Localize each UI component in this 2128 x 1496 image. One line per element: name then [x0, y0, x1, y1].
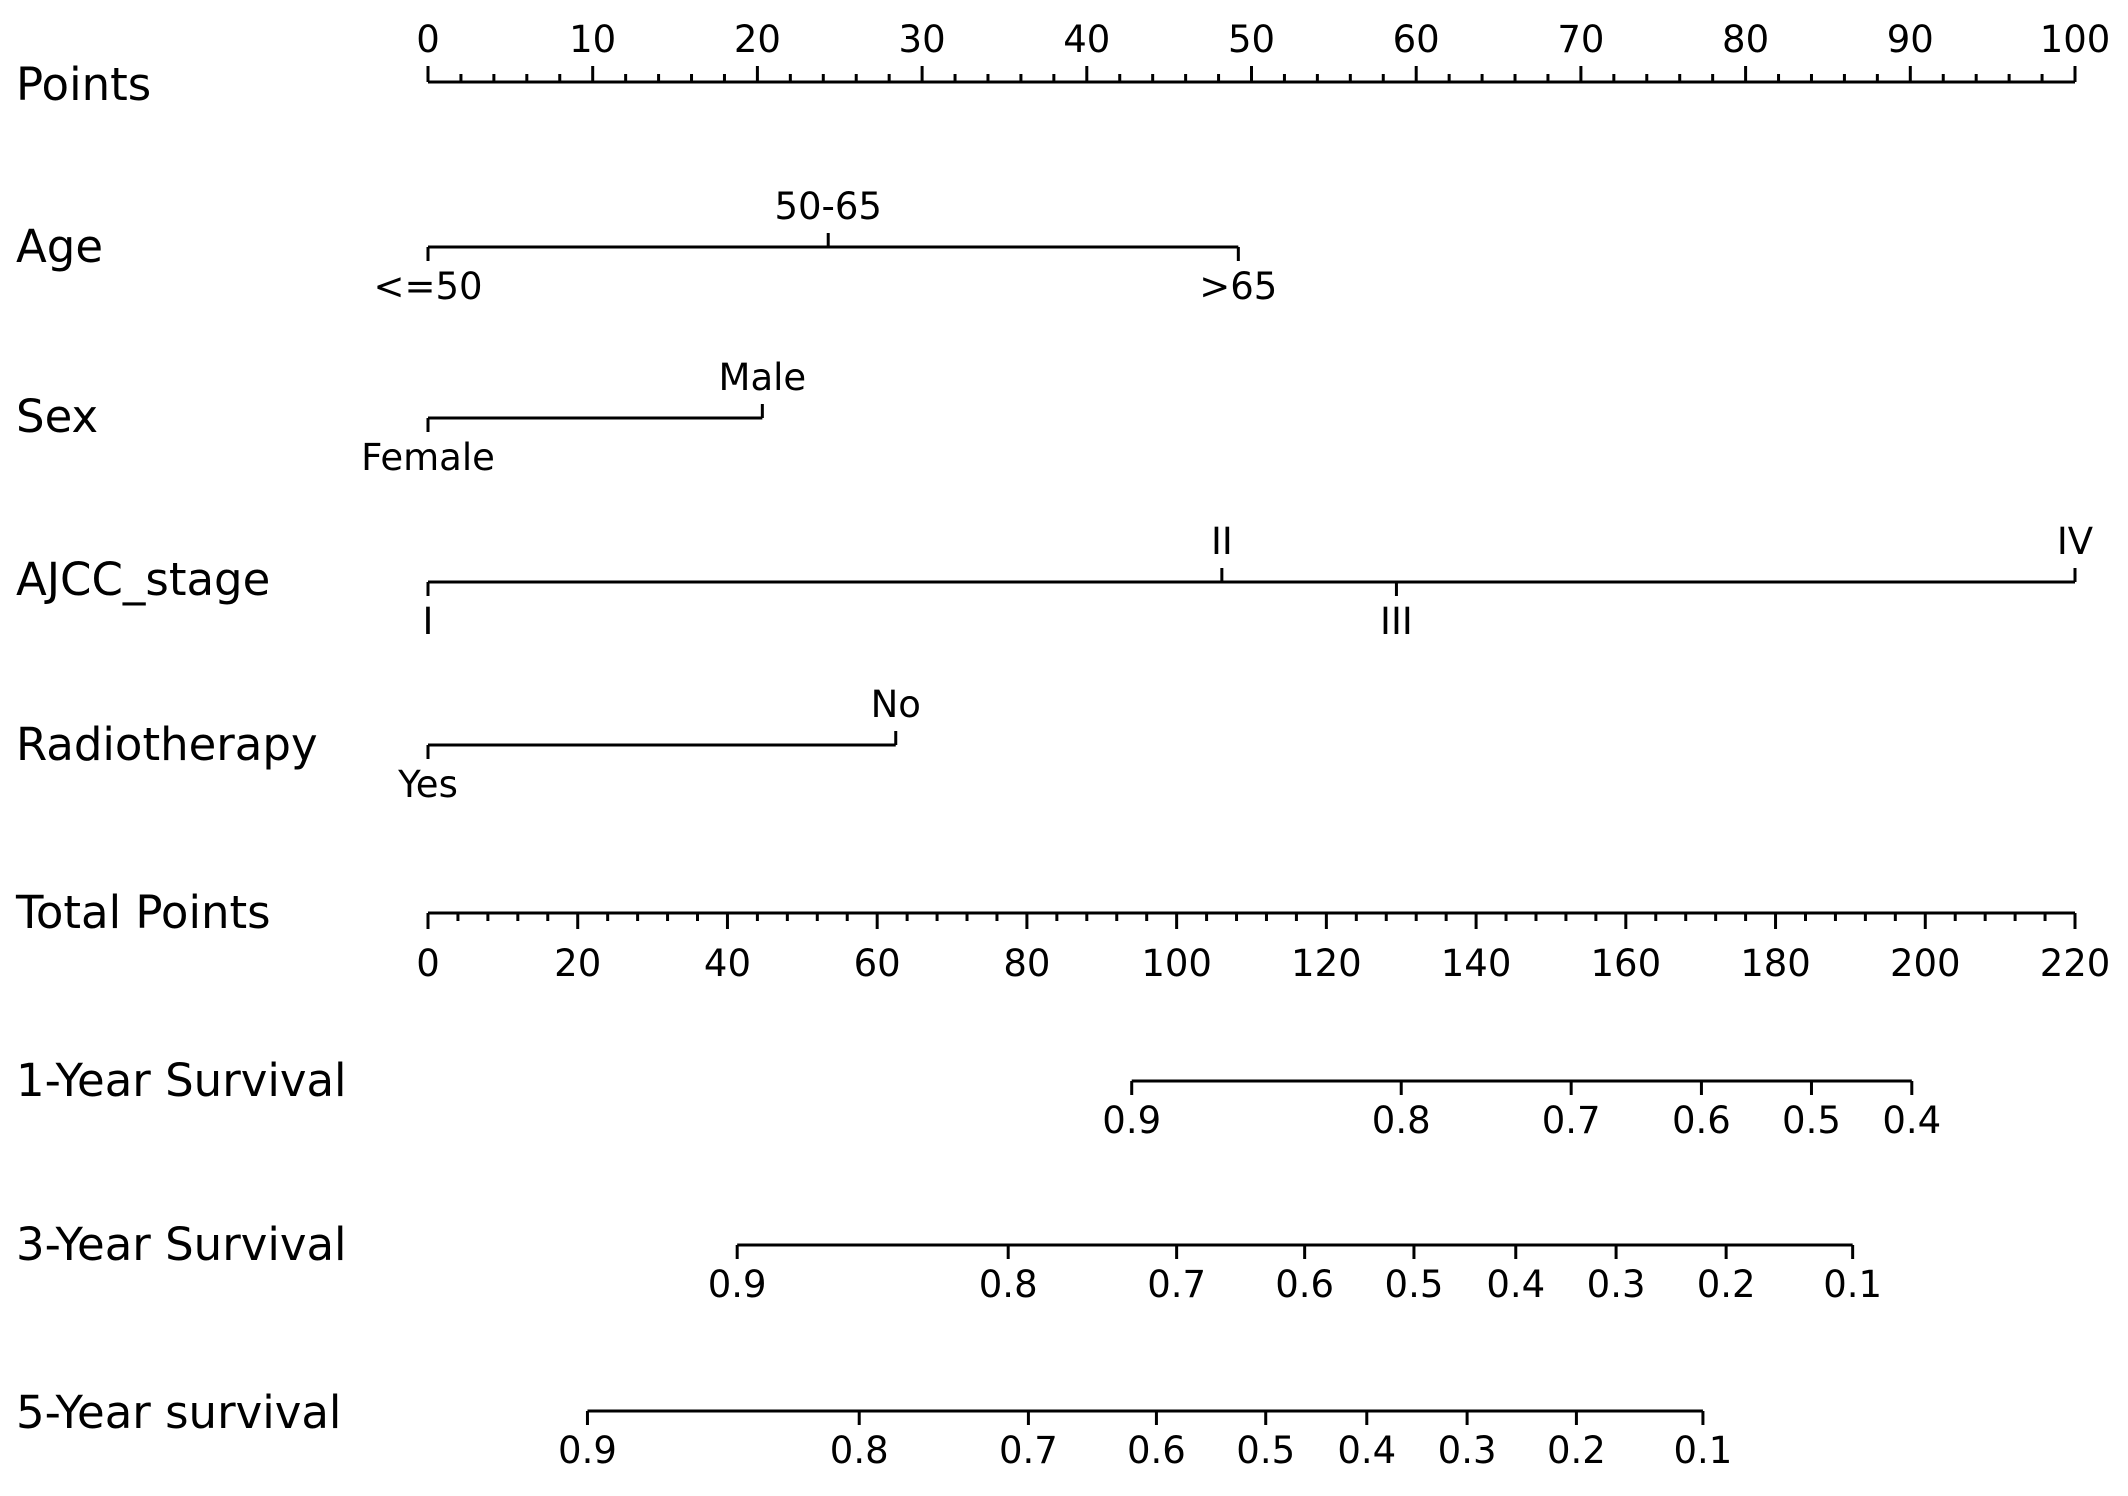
survival-3yr-tick-label: 0.9 — [708, 1263, 767, 1306]
survival-5yr-tick-label: 0.2 — [1547, 1429, 1606, 1472]
total-points-tick-label: 120 — [1291, 942, 1362, 985]
survival-3yr-tick-label: 0.7 — [1147, 1263, 1206, 1306]
points-tick-label: 60 — [1393, 18, 1440, 61]
radiotherapy-label: Radiotherapy — [16, 718, 318, 771]
points-tick-label: 80 — [1722, 18, 1769, 61]
ajcc-stage-level-label: II — [1211, 520, 1233, 563]
total-points-tick-label: 140 — [1441, 942, 1512, 985]
total-points-tick-label: 180 — [1740, 942, 1811, 985]
survival-3yr-label: 3-Year Survival — [16, 1218, 347, 1271]
survival-5yr-tick-label: 0.4 — [1337, 1429, 1396, 1472]
points-tick-label: 90 — [1887, 18, 1934, 61]
total-points-tick-label: 20 — [554, 942, 601, 985]
survival-3yr-tick-label: 0.1 — [1823, 1263, 1882, 1306]
survival-1yr-tick-label: 0.8 — [1372, 1099, 1431, 1142]
sex-level-label: Female — [361, 436, 495, 479]
points-tick-label: 30 — [899, 18, 946, 61]
survival-3yr-tick-label: 0.2 — [1697, 1263, 1756, 1306]
survival-5yr-tick-label: 0.6 — [1127, 1429, 1186, 1472]
survival-1yr-tick-label: 0.4 — [1882, 1099, 1941, 1142]
total-points-tick-label: 200 — [1890, 942, 1961, 985]
ajcc-stage-level-label: IV — [2057, 520, 2093, 563]
points-label: Points — [16, 58, 151, 111]
radiotherapy-level-label: No — [871, 683, 921, 726]
survival-5yr-tick-label: 0.8 — [830, 1429, 889, 1472]
points-tick-label: 40 — [1063, 18, 1110, 61]
survival-3yr-tick-label: 0.5 — [1385, 1263, 1444, 1306]
radiotherapy-level-label: Yes — [397, 763, 458, 806]
survival-5yr-tick-label: 0.3 — [1438, 1429, 1497, 1472]
total-points-tick-label: 100 — [1141, 942, 1212, 985]
ajcc-stage-label: AJCC_stage — [16, 553, 270, 606]
points-tick-label: 50 — [1228, 18, 1275, 61]
total-points-tick-label: 0 — [416, 942, 440, 985]
survival-1yr-tick-label: 0.7 — [1542, 1099, 1601, 1142]
survival-5yr-tick-label: 0.9 — [558, 1429, 617, 1472]
survival-1yr-tick-label: 0.6 — [1672, 1099, 1731, 1142]
total-points-tick-label: 160 — [1591, 942, 1662, 985]
points-tick-label: 70 — [1557, 18, 1604, 61]
survival-3yr-tick-label: 0.8 — [979, 1263, 1038, 1306]
ajcc-stage-level-label: III — [1380, 600, 1413, 643]
ajcc-stage-level-label: I — [423, 600, 434, 643]
points-tick-label: 100 — [2040, 18, 2111, 61]
survival-5yr-tick-label: 0.1 — [1674, 1429, 1733, 1472]
age-level-label: 50-65 — [774, 185, 882, 228]
age-label: Age — [16, 220, 103, 273]
survival-3yr-tick-label: 0.6 — [1275, 1263, 1334, 1306]
points-tick-label: 20 — [734, 18, 781, 61]
survival-5yr-tick-label: 0.5 — [1236, 1429, 1295, 1472]
survival-1yr-tick-label: 0.5 — [1782, 1099, 1841, 1142]
points-tick-label: 10 — [569, 18, 616, 61]
age-level-label: >65 — [1199, 265, 1277, 308]
total-points-label: Total Points — [15, 886, 271, 939]
survival-1yr-tick-label: 0.9 — [1102, 1099, 1161, 1142]
sex-label: Sex — [16, 390, 98, 443]
survival-3yr-tick-label: 0.4 — [1486, 1263, 1545, 1306]
total-points-tick-label: 40 — [704, 942, 751, 985]
survival-5yr-tick-label: 0.7 — [999, 1429, 1058, 1472]
total-points-tick-label: 60 — [854, 942, 901, 985]
survival-1yr-label: 1-Year Survival — [16, 1054, 347, 1107]
survival-5yr-label: 5-Year survival — [16, 1386, 341, 1439]
sex-level-label: Male — [719, 356, 807, 399]
total-points-tick-label: 80 — [1003, 942, 1050, 985]
age-level-label: <=50 — [373, 265, 482, 308]
total-points-tick-label: 220 — [2040, 942, 2111, 985]
survival-3yr-tick-label: 0.3 — [1587, 1263, 1646, 1306]
points-tick-label: 0 — [416, 18, 440, 61]
